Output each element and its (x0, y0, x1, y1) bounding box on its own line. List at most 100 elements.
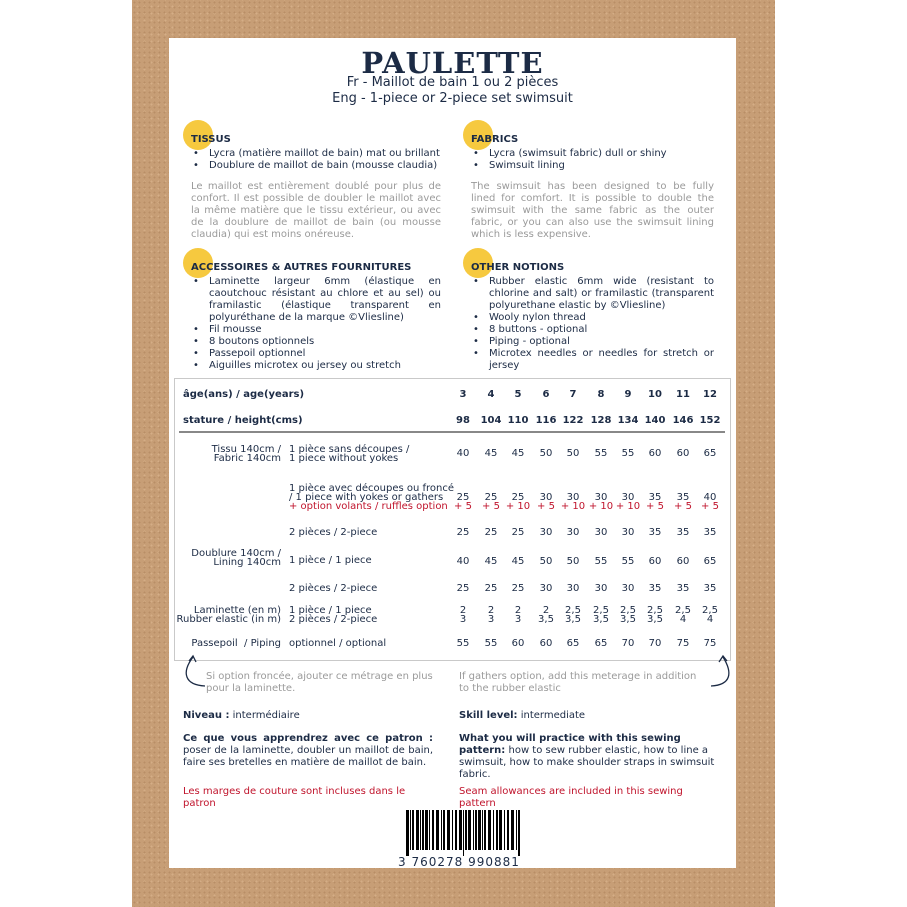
barcode-bar (504, 810, 505, 850)
value-cell: 45 (511, 556, 525, 567)
value-cell: 35 (703, 527, 717, 538)
value-cell: 45 (484, 556, 498, 567)
group-label: Laminette (en m) Rubber elastic (in m) (176, 605, 281, 625)
list-item: Passepoil optionnel (191, 348, 441, 360)
value-cell: 60 (648, 448, 662, 459)
barcode-bar (496, 810, 498, 850)
option-value-cell: + 5 (482, 501, 500, 512)
barcode-bar (473, 810, 474, 850)
barcode-bar (412, 810, 414, 850)
value-cell: 55 (594, 448, 608, 459)
list-item: Piping - optional (471, 336, 714, 348)
height-label: stature / height(cms) (183, 415, 303, 426)
value-cell: 55 (594, 556, 608, 567)
list-item: Lycra (swimsuit fabric) dull or shiny (471, 148, 714, 160)
height-cell: 128 (590, 415, 612, 426)
value-cell: 30 (621, 583, 635, 594)
value-cell: 25 (511, 492, 525, 503)
barcode-bar (488, 810, 491, 850)
value-cell: 30 (621, 492, 635, 503)
group-label: Doublure 140cm / Lining 140cm (191, 548, 281, 568)
value-cell: 30 (621, 527, 635, 538)
barcode-bar (455, 810, 457, 850)
value-cell: 25 (484, 583, 498, 594)
height-cell: 110 (507, 415, 529, 426)
barcode-bar (475, 810, 477, 850)
value-cell: 25 (511, 583, 525, 594)
yellow-dot-icon (463, 248, 493, 278)
value-cell: 2 3 (487, 605, 495, 625)
value-cell: 30 (566, 492, 580, 503)
list-item: Laminette largeur 6mm (élastique en caou… (191, 276, 441, 324)
value-cell: 40 (456, 556, 470, 567)
height-cell: 146 (672, 415, 694, 426)
value-cell: 25 (484, 492, 498, 503)
list-item: Doublure de maillot de bain (mousse clau… (191, 160, 441, 172)
list-item: Rubber elastic 6mm wide (resistant to ch… (471, 276, 714, 312)
value-cell: 2,5 3,5 (565, 605, 581, 625)
row-option-label: + option volants / ruffles option (289, 501, 448, 512)
value-cell: 35 (648, 492, 662, 503)
learn-fr: Ce que vous apprendrez avec ce patron : … (183, 733, 433, 768)
value-cell: 60 (539, 638, 553, 649)
barcode (406, 810, 520, 856)
note: Le maillot est entièrement doublé pour p… (191, 181, 441, 240)
subtitle-fr: Fr - Maillot de bain 1 ou 2 pièces (346, 75, 559, 90)
value-cell: 55 (484, 638, 498, 649)
value-cell: 65 (566, 638, 580, 649)
value-cell: 30 (566, 583, 580, 594)
row-label: 1 pièce / 1 piece 2 pièces / 2-piece (289, 605, 378, 625)
option-value-cell: + 5 (537, 501, 555, 512)
value-cell: 2,5 4 (702, 605, 718, 625)
heading: OTHER NOTIONS (471, 262, 565, 273)
value-cell: 30 (539, 527, 553, 538)
value-cell: 35 (648, 527, 662, 538)
option-value-cell: + 10 (560, 501, 586, 512)
barcode-bar (493, 810, 494, 850)
level-en: Skill level: intermediate (459, 710, 586, 721)
age-cell: 7 (569, 389, 577, 400)
value-cell: 55 (621, 556, 635, 567)
table-divider (179, 431, 725, 433)
value-cell: 25 (456, 492, 470, 503)
age-cell: 5 (514, 389, 522, 400)
value-cell: 30 (566, 527, 580, 538)
yellow-dot-icon (183, 120, 213, 150)
section-fabrics: FABRICS Lycra (swimsuit fabric) dull or … (463, 120, 714, 241)
barcode-bar (468, 810, 471, 850)
yardage-table (174, 378, 731, 661)
value-cell: 60 (676, 556, 690, 567)
height-cell: 98 (456, 415, 470, 426)
option-value-cell: + 10 (615, 501, 641, 512)
value-cell: 25 (456, 583, 470, 594)
value-cell: 35 (676, 583, 690, 594)
value-cell: 50 (539, 556, 553, 567)
age-cell: 11 (676, 389, 690, 400)
barcode-bar (416, 810, 419, 850)
section-accessoires: ACCESSOIRES & AUTRES FOURNITURES Laminet… (183, 248, 441, 372)
value-cell: 2,5 3,5 (647, 605, 663, 625)
value-cell: 35 (676, 492, 690, 503)
height-cell: 152 (699, 415, 721, 426)
value-cell: 25 (511, 527, 525, 538)
row-label: 1 pièce sans découpes / 1 piece without … (289, 444, 410, 464)
age-label: âge(ans) / age(years) (183, 389, 305, 400)
value-cell: 25 (456, 527, 470, 538)
curved-arrow-right-icon (710, 654, 730, 687)
barcode-number: 3 760278 990881 (398, 855, 520, 869)
value-cell: 70 (648, 638, 662, 649)
section-other-notions: OTHER NOTIONS Rubber elastic 6mm wide (r… (463, 248, 714, 372)
list-item: Wooly nylon thread (471, 312, 714, 324)
subtitle-en: Eng - 1-piece or 2-piece set swimsuit (332, 91, 573, 106)
barcode-bar (429, 810, 430, 850)
value-cell: 65 (703, 556, 717, 567)
barcode-bar (443, 810, 445, 850)
list-item: 8 buttons - optional (471, 324, 714, 336)
barcode-bar (507, 810, 509, 850)
height-cell: 116 (535, 415, 557, 426)
height-cell: 122 (562, 415, 584, 426)
gathers-note-fr: Si option froncée, ajouter ce métrage en… (206, 671, 433, 694)
list-item: 8 boutons optionnels (191, 336, 441, 348)
barcode-bar (511, 810, 514, 850)
age-cell: 10 (648, 389, 662, 400)
